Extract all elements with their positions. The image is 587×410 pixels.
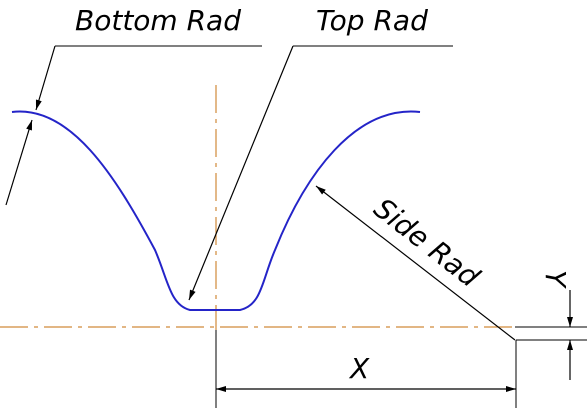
y-dimension-label: Y <box>539 270 572 289</box>
bottom-rad-leader-arrow <box>35 45 56 111</box>
x-dimension-label: X <box>348 352 370 385</box>
bottom-rad-lower-arrow <box>5 119 33 206</box>
groove-profile-curve <box>11 110 421 311</box>
top-rad-leader-arrow <box>188 45 294 301</box>
bottom-rad-label: Bottom Rad <box>75 4 241 37</box>
top-rad-label: Top Rad <box>316 4 428 37</box>
side-rad-label: Side Rad <box>368 192 486 294</box>
side-rad-leader-arrow <box>315 185 516 341</box>
